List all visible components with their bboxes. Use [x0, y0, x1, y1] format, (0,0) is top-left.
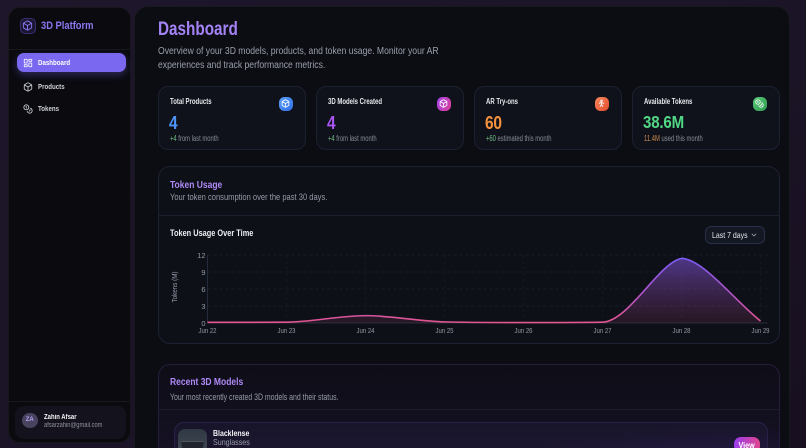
svg-text:Jun 23: Jun 23 [277, 326, 295, 335]
svg-text:3: 3 [201, 302, 205, 311]
svg-text:Jun 27: Jun 27 [593, 326, 611, 335]
svg-text:9: 9 [201, 268, 205, 277]
svg-text:6: 6 [201, 285, 205, 294]
svg-text:Jun 24: Jun 24 [356, 326, 374, 335]
svg-text:0: 0 [201, 319, 205, 328]
svg-text:Jun 25: Jun 25 [435, 326, 453, 335]
svg-text:Jun 26: Jun 26 [514, 326, 532, 335]
svg-text:Jun 29: Jun 29 [751, 326, 769, 335]
svg-text:Tokens (M): Tokens (M) [170, 271, 179, 302]
svg-text:Jun 28: Jun 28 [672, 326, 690, 335]
svg-text:Jun 22: Jun 22 [198, 326, 216, 335]
svg-text:12: 12 [197, 251, 205, 260]
